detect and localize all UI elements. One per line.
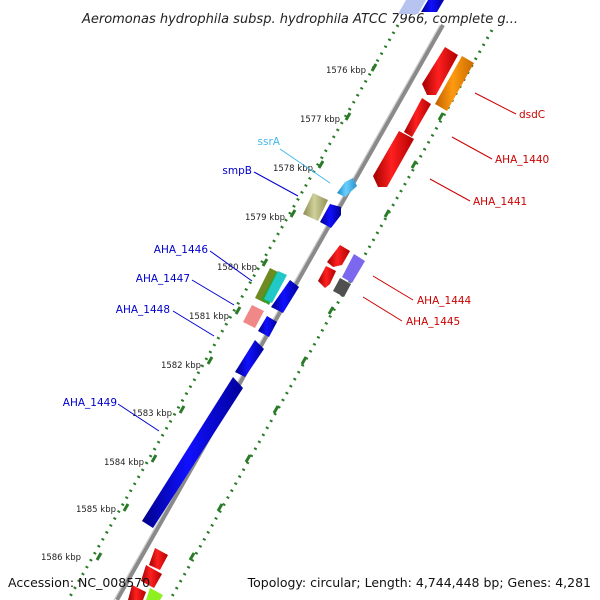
tick-label: 1578 kbp [273,164,313,174]
tick-mark [300,356,308,365]
tick-label: 1584 kbp [104,458,144,468]
leader-line-smpB [253,171,299,197]
gene-arrow-AHA_1444-purple[interactable] [342,254,365,283]
gene-label-AHA_1449: AHA_1449 [63,397,117,409]
tick-track-outer [66,24,400,600]
tick-mark [206,356,214,365]
scale-ticks [95,63,378,561]
gene-arrow-AHA_1447[interactable] [271,280,299,313]
gene-label-ssrA: ssrA [258,136,281,148]
tick-mark [272,405,280,414]
gene-label-AHA_1445: AHA_1445 [406,316,460,328]
tick-mark [216,503,224,512]
gene-arrow-top-lightblue[interactable] [398,0,426,14]
gene-arrow-bottom-red-c[interactable] [128,585,146,600]
gene-arrow-AHA_1448-pink[interactable] [243,305,264,328]
tick-mark [244,454,252,463]
tick-mark [410,160,418,169]
backbone-outer [115,24,445,600]
scale-labels: 1576 kbp 1577 kbp 1578 kbp 1579 kbp 1580… [41,66,366,563]
gene-label-AHA_1446: AHA_1446 [154,244,209,256]
tick-label: 1585 kbp [76,505,116,515]
gene-arrow-AHA_1445[interactable] [333,278,351,297]
gene-arrow-top-blue[interactable] [421,0,444,12]
gene-arrow-AHA_1449[interactable] [142,377,243,528]
leader-line-AHA_1449 [117,403,160,432]
tick-mark [234,306,242,315]
leader-line-dsdC [474,92,517,115]
gene-arrow-smpB[interactable] [320,204,341,228]
tick-label: 1586 kbp [41,553,81,563]
gene-arrow-ssrA[interactable] [337,178,357,197]
topology-text: Topology: circular; Length: 4,744,448 bp… [247,575,591,590]
gene-arrow-bottom-red-a[interactable] [149,548,168,570]
inner-ticks [188,63,472,561]
backbone-inner [113,24,441,600]
gene-arrow-AHA_1444b[interactable] [318,266,336,288]
tick-label: 1580 kbp [217,263,257,273]
gene-arrow-AHA_1440[interactable] [404,98,431,137]
gene-arrow-AHA_1444a[interactable] [327,245,350,267]
tick-mark [261,258,269,267]
gene-label-AHA_1448: AHA_1448 [116,304,170,316]
tick-mark [344,112,352,121]
accession-text: Accession: NC_008570 [8,575,151,590]
gene-label-smpB: smpB [222,165,252,177]
leader-line-AHA_1440 [451,136,493,160]
leader-line-AHA_1447 [191,279,235,306]
tick-track-inner [168,29,494,600]
tick-mark [188,552,196,561]
tick-mark [95,552,103,561]
gene-arrow-AHA_1446-cyan[interactable] [264,271,287,303]
map-title: Aeromonas hydrophila subsp. hydrophila A… [81,12,518,27]
tick-mark [178,405,186,414]
tick-mark [383,209,391,218]
tick-mark [317,160,325,169]
leader-line-AHA_1444 [372,275,414,301]
gene-arrow-smpB-khaki[interactable] [303,193,328,221]
tick-mark [370,63,378,72]
tick-label: 1576 kbp [326,66,366,76]
tick-mark [437,112,445,121]
gene-arrow-AHA_1448[interactable] [258,316,277,337]
tick-mark [150,454,158,463]
gene-label-AHA_1444: AHA_1444 [417,295,472,307]
gene-arrow-dsdC[interactable] [422,47,458,95]
tick-label: 1581 kbp [189,312,229,322]
leader-line-AHA_1441 [429,178,471,202]
tick-mark [122,503,130,512]
leader-line-AHA_1446 [209,250,253,282]
gene-arrow-dsdC-orange[interactable] [435,56,474,111]
gene-label-AHA_1447: AHA_1447 [136,273,190,285]
tick-label: 1583 kbp [132,409,172,419]
leader-line-ssrA [279,148,331,184]
gene-label-AHA_1440: AHA_1440 [495,154,549,166]
tick-label: 1579 kbp [245,213,285,223]
gene-label-dsdC: dsdC [519,109,545,121]
leader-line-AHA_1445 [362,296,403,322]
tick-mark [289,209,297,218]
tick-mark [327,306,335,315]
leader-lines [117,92,517,432]
tick-label: 1577 kbp [300,115,340,125]
gene-arrow-AHA_1449-short[interactable] [235,340,264,377]
gene-arrow-bottom-lime[interactable] [146,588,163,600]
gene-arrow-bottom-red-b[interactable] [141,565,162,588]
gene-arrow-AHA_1441[interactable] [373,131,414,187]
tick-label: 1582 kbp [161,361,201,371]
leader-line-AHA_1448 [172,310,215,337]
gene-label-AHA_1441: AHA_1441 [473,196,527,208]
